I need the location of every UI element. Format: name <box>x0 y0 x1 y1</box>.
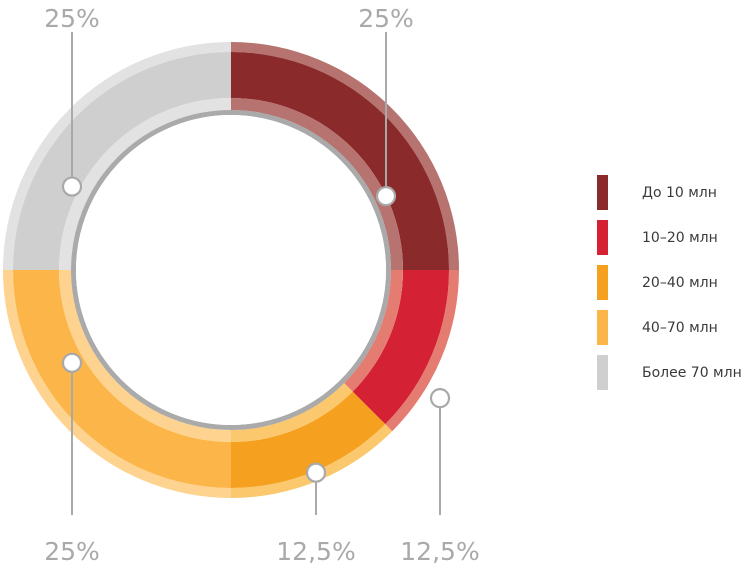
legend-label-0: До 10 млн <box>642 184 717 201</box>
callouts: 25% 12,5% 12,5% 25% 25% <box>44 4 480 566</box>
value-label-2: 12,5% <box>276 537 355 566</box>
value-label-1: 12,5% <box>400 537 479 566</box>
legend-label-4: Более 70 млн <box>642 364 742 381</box>
slice-outer-band-1 <box>385 270 459 432</box>
value-label-3: 25% <box>44 537 100 566</box>
slice-main-band-1 <box>352 270 449 425</box>
legend-item-3: 40–70 млн <box>597 305 742 350</box>
legend: До 10 млн 10–20 млн 20–40 млн 40–70 млн … <box>597 170 742 395</box>
legend-item-0: До 10 млн <box>597 170 742 215</box>
legend-label-3: 40–70 млн <box>642 319 718 336</box>
legend-swatch-2 <box>597 265 608 300</box>
legend-item-2: 20–40 млн <box>597 260 742 305</box>
legend-label-1: 10–20 млн <box>642 229 718 246</box>
value-label-4: 25% <box>44 4 100 33</box>
callout-marker-4 <box>61 176 83 197</box>
callout-marker-1 <box>429 388 451 409</box>
slice-inner-band-0 <box>231 98 403 270</box>
legend-swatch-0 <box>597 175 608 210</box>
slice-inner-band-1 <box>344 270 403 392</box>
slice-main-band-4 <box>13 52 231 270</box>
callout-marker-3 <box>61 352 83 373</box>
legend-item-1: 10–20 млн <box>597 215 742 260</box>
slice-outer-band-2 <box>231 424 393 498</box>
donut-hole <box>76 115 386 425</box>
callout-marker-0 <box>375 186 397 207</box>
slice-inner-band-4 <box>59 98 231 270</box>
slice-main-band-0 <box>231 52 449 270</box>
slice-inner-band-3 <box>59 270 231 442</box>
slice-2 <box>231 383 393 498</box>
value-label-0: 25% <box>358 4 414 33</box>
slice-main-band-3 <box>13 270 231 488</box>
slice-3 <box>3 270 231 498</box>
slice-0 <box>231 42 459 270</box>
legend-item-4: Более 70 млн <box>597 350 742 395</box>
slice-main-band-2 <box>231 391 386 488</box>
slice-4 <box>3 42 231 270</box>
inner-shadow-ring <box>71 110 391 430</box>
slice-inner-band-2 <box>231 383 353 442</box>
legend-swatch-1 <box>597 220 608 255</box>
legend-swatch-4 <box>597 355 608 390</box>
donut-slices <box>3 42 459 498</box>
slice-1 <box>344 270 459 432</box>
legend-label-2: 20–40 млн <box>642 274 718 291</box>
legend-swatch-3 <box>597 310 608 345</box>
callout-marker-2 <box>305 462 327 483</box>
